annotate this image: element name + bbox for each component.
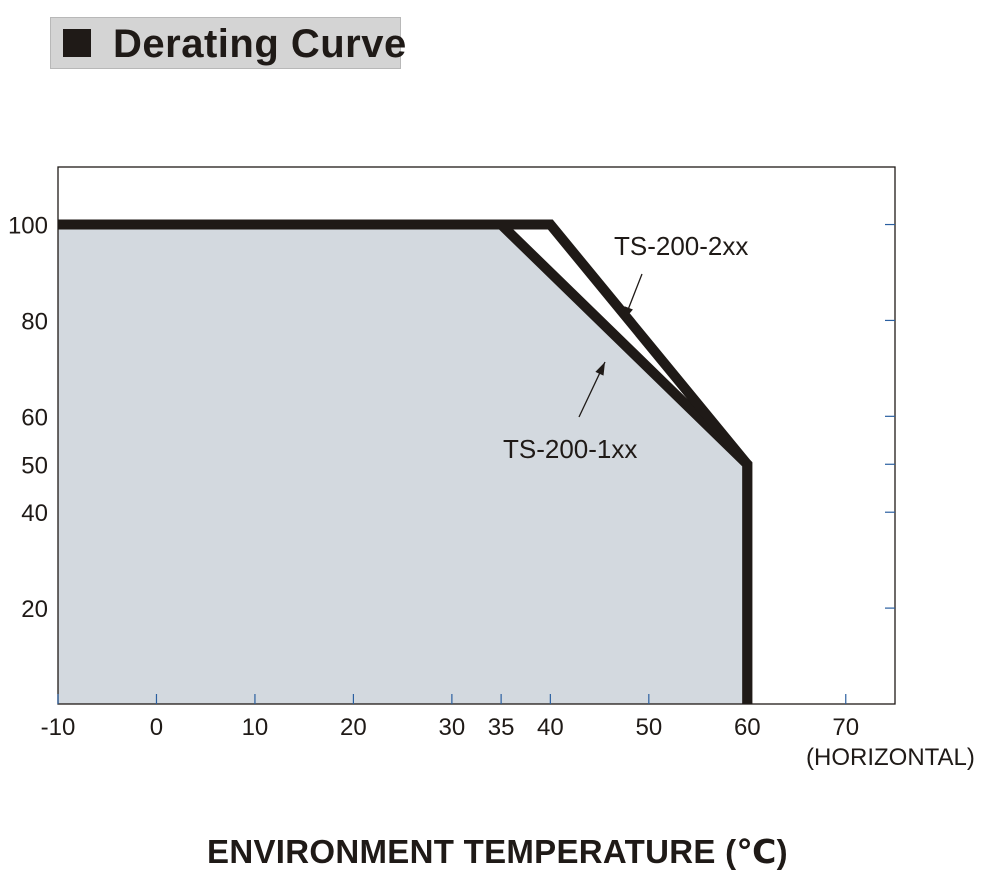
series-annotation-label: TS-200-2xx xyxy=(614,231,748,261)
series-line-TS-200-2xx xyxy=(58,219,753,704)
y-tick-label: 40 xyxy=(21,500,48,527)
x-tick-label: 10 xyxy=(242,714,269,741)
y-tick-label: 80 xyxy=(21,308,48,335)
x-tick-label: 35 xyxy=(488,714,515,741)
chart-title-box: Derating Curve xyxy=(50,17,406,69)
bullet-square-icon xyxy=(63,29,91,57)
x-tick-label: 60 xyxy=(734,714,761,741)
annotation-arrowhead-icon xyxy=(624,306,633,320)
x-tick-label: 0 xyxy=(150,714,163,741)
y-tick-label: 20 xyxy=(21,596,48,623)
x-tick-label: 70 xyxy=(832,714,859,741)
y-tick-label: 50 xyxy=(21,452,48,479)
y-tick-label: 100 xyxy=(8,213,48,240)
series-annotation-label: TS-200-1xx xyxy=(503,434,637,464)
plot-frame xyxy=(57,166,896,705)
x-tick-label: 50 xyxy=(635,714,662,741)
chart-title: Derating Curve xyxy=(113,22,407,66)
x-tick-label: 20 xyxy=(340,714,367,741)
x-axis-title: ENVIRONMENT TEMPERATURE (℃) xyxy=(207,833,788,870)
x-axis-unit-note: (HORIZONTAL) xyxy=(806,744,975,771)
x-tick-label: 30 xyxy=(439,714,466,741)
x-tick-label: 40 xyxy=(537,714,564,741)
y-tick-label: 60 xyxy=(21,404,48,431)
series-1-area xyxy=(58,224,748,705)
annotation-arrowhead-icon xyxy=(595,362,605,376)
x-tick-label: -10 xyxy=(41,714,76,741)
